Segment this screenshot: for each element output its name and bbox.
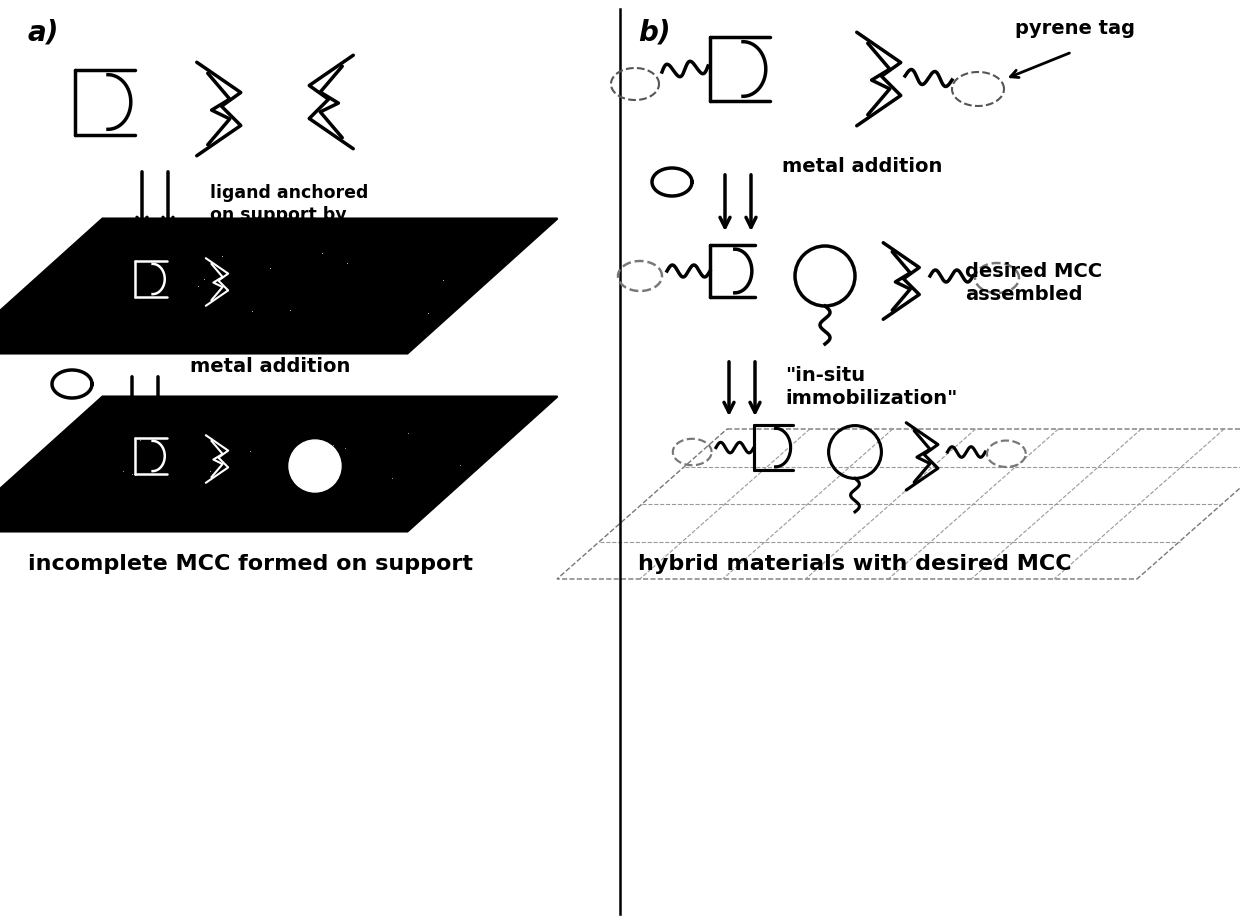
Text: b): b) [639,19,671,47]
Text: hybrid materials with desired MCC: hybrid materials with desired MCC [639,554,1071,574]
Text: pyrene tag: pyrene tag [1016,19,1135,38]
Polygon shape [557,429,1240,579]
Circle shape [289,440,341,492]
Text: metal addition: metal addition [190,358,351,376]
Text: desired MCC
assembled: desired MCC assembled [965,262,1102,305]
Polygon shape [0,396,558,531]
Text: ligand anchored
on support by
covalent bond: ligand anchored on support by covalent b… [210,184,368,247]
Text: a): a) [29,19,60,47]
Text: "in-situ
immobilization": "in-situ immobilization" [785,366,957,408]
Text: incomplete MCC formed on support: incomplete MCC formed on support [29,554,472,574]
Polygon shape [0,218,558,354]
Text: metal addition: metal addition [782,157,942,176]
